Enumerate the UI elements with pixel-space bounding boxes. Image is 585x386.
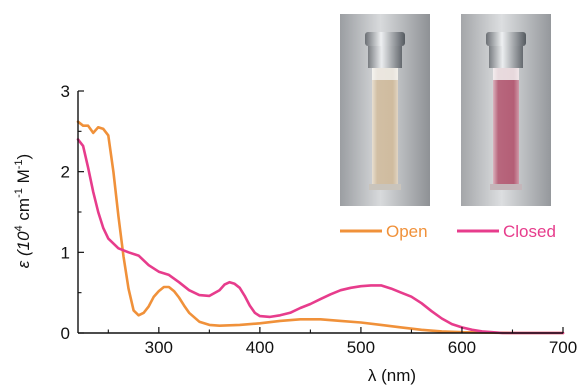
- y-axis-title-part: ε (10: [14, 231, 33, 268]
- photo-closed-cuvette: [461, 14, 551, 206]
- x-tick-label: 300: [145, 338, 173, 357]
- axes: 300 400 500 600 700 0 1 2 3: [61, 82, 578, 357]
- series-line-open: [76, 120, 565, 335]
- legend-label-open: Open: [386, 222, 428, 241]
- photo-open-cuvette: [340, 14, 430, 206]
- y-axis-title-exp: -1: [13, 188, 25, 198]
- y-axis-title-part: cm: [14, 198, 33, 225]
- y-axis-title: ε (104 cm-1 M-1): [13, 154, 33, 268]
- legend-label-closed: Closed: [503, 222, 556, 241]
- x-axis-title: λ (nm): [368, 366, 416, 385]
- y-tick-label: 3: [61, 82, 70, 101]
- x-tick-label: 400: [246, 338, 274, 357]
- x-tick-label: 500: [347, 338, 375, 357]
- series-line-closed: [76, 138, 565, 335]
- y-tick-label: 0: [61, 324, 70, 343]
- y-tick-label: 2: [61, 163, 70, 182]
- plot-area: [76, 120, 565, 335]
- y-axis-title-exp: 4: [13, 225, 25, 231]
- y-axis-title-exp: -1: [13, 159, 25, 169]
- x-tick-label: 600: [448, 338, 476, 357]
- y-axis-title-part: M: [14, 169, 33, 188]
- x-tick-label: 700: [549, 338, 577, 357]
- y-tick-label: 1: [61, 243, 70, 262]
- y-axis-title-part: ): [14, 154, 33, 160]
- legend: Open Closed: [340, 222, 556, 241]
